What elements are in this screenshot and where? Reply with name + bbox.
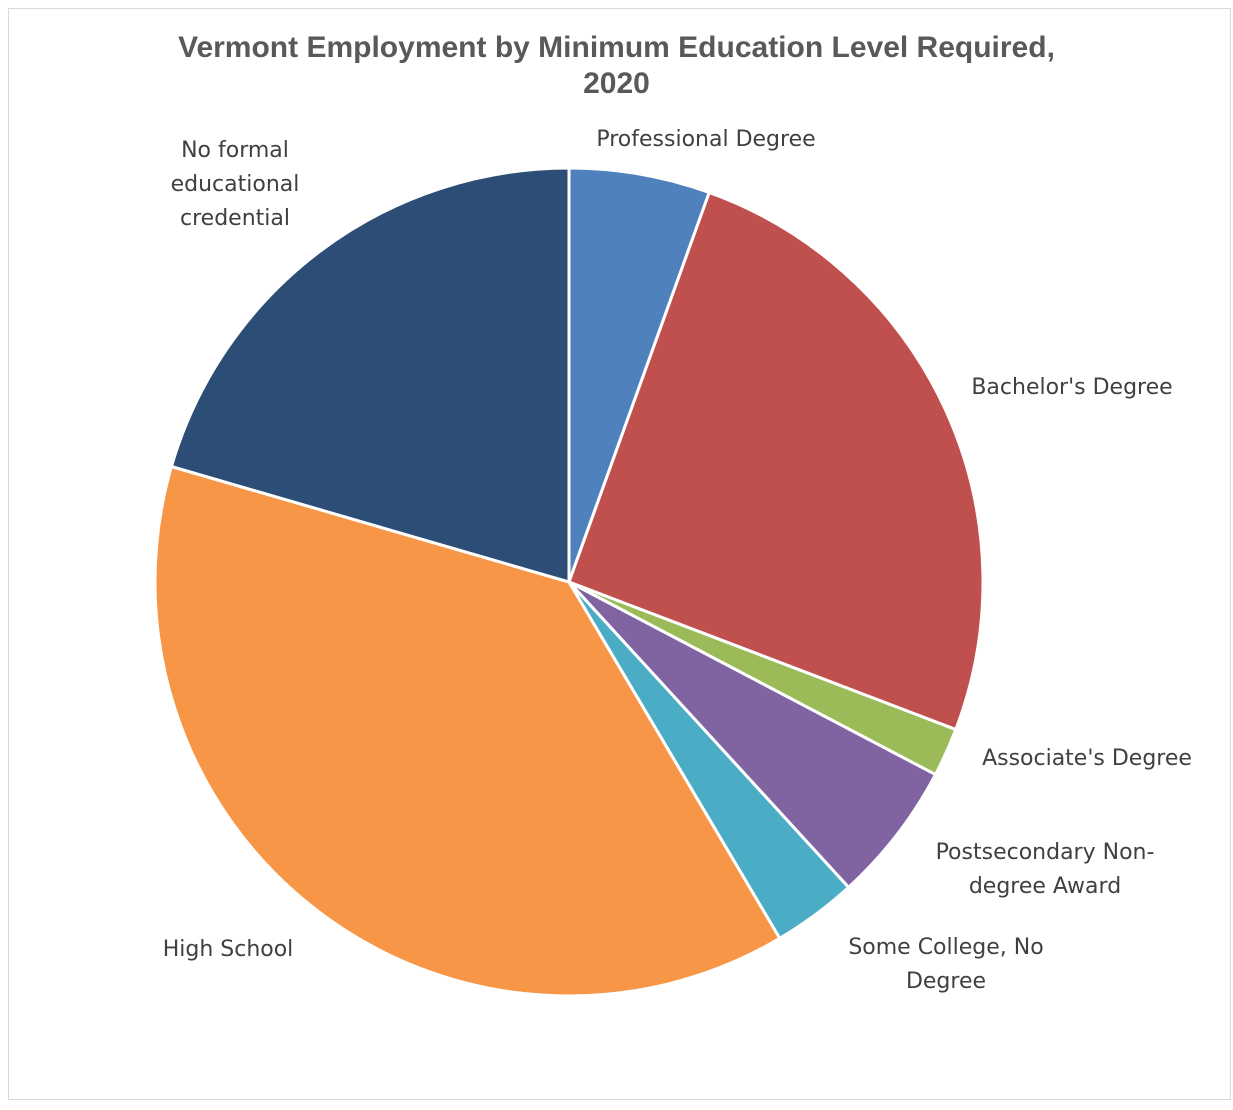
slice-label-line: High School <box>163 937 294 962</box>
chart-title: Vermont Employment by Minimum Education … <box>0 30 1233 102</box>
slice-label-some-college-no-degree: Some College, No Degree <box>848 935 1043 994</box>
chart-title-line-2: 2020 <box>583 67 650 100</box>
pie-slice-high-school <box>153 465 782 998</box>
slice-label-line: Associate's Degree <box>982 746 1192 771</box>
slice-label-postsecondary-non-degree-award: Postsecondary Non-degree Award <box>936 840 1155 899</box>
slice-label-line: Professional Degree <box>596 127 815 152</box>
slice-label-line: credential <box>180 206 290 231</box>
slice-label-associate-s-degree: Associate's Degree <box>982 746 1192 771</box>
slice-label-line: Postsecondary Non- <box>936 840 1155 865</box>
slice-label-line: degree Award <box>969 874 1121 899</box>
pie-slice-professional-degree <box>567 166 711 584</box>
slice-label-line: Bachelor's Degree <box>971 375 1172 400</box>
slice-label-line: Degree <box>906 969 986 994</box>
chart-title-line-1: Vermont Employment by Minimum Education … <box>178 31 1055 64</box>
slice-label-bachelor-s-degree: Bachelor's Degree <box>971 375 1172 400</box>
slice-label-line: educational <box>171 172 300 197</box>
slice-label-line: Some College, No <box>848 935 1043 960</box>
slice-label-high-school: High School <box>163 937 294 962</box>
slice-label-no-formal-educational-credential: No formal educational credential <box>171 138 300 231</box>
slice-label-professional-degree: Professional Degree <box>596 127 815 152</box>
pie-slice-bachelor-s-degree <box>567 190 985 732</box>
pie-slices <box>153 166 985 998</box>
pie-labels: Professional Degree Bachelor's Degree Asso… <box>163 127 1192 994</box>
pie-slice-postsecondary-non-degree-award <box>567 580 937 889</box>
slice-label-line: No formal <box>181 138 289 163</box>
pie-slice-no-formal-educational-credential <box>169 166 571 584</box>
